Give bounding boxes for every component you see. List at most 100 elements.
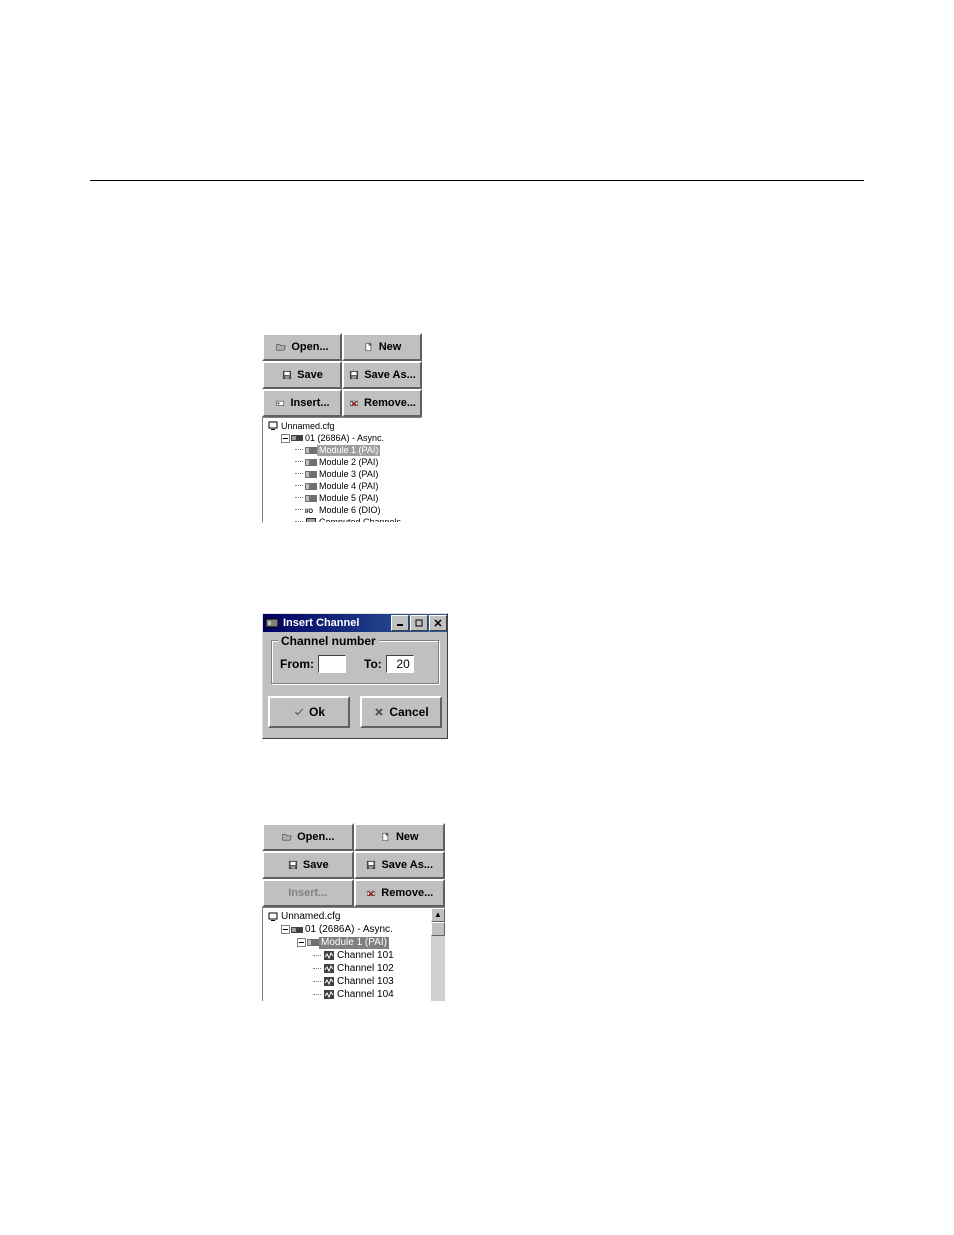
tree-device[interactable]: 01 (2686A) - Async. (265, 432, 421, 444)
close-button[interactable] (429, 615, 447, 631)
remove-button-label: Remove... (381, 887, 433, 899)
open-button[interactable]: Open... (262, 333, 342, 361)
tree-item-label: Module 4 (PAI) (317, 481, 378, 492)
tree-channel[interactable]: Channel 101 (265, 949, 445, 962)
cancel-x-icon (373, 707, 385, 717)
to-input[interactable] (386, 655, 414, 673)
tree-item-label: Module 6 (DIO) (317, 505, 381, 516)
new-button[interactable]: New (354, 823, 446, 851)
tree-item[interactable]: Module 4 (PAI) (265, 480, 421, 492)
scroll-thumb[interactable] (431, 922, 445, 936)
maximize-button[interactable] (410, 615, 428, 631)
ok-button-label: Ok (309, 705, 325, 719)
ok-button[interactable]: Ok (268, 696, 350, 728)
new-file-icon (380, 832, 392, 842)
insert-button-label: Insert... (288, 887, 327, 899)
page: Open... New Save Save As... Insert... (0, 0, 954, 1235)
tree-channel-label: Channel 102 (335, 963, 394, 975)
minus-box-icon[interactable] (279, 925, 291, 934)
insert-button[interactable]: Insert... (262, 389, 342, 417)
tree-item[interactable]: Module 2 (PAI) (265, 456, 421, 468)
tree-channel[interactable]: Channel 102 (265, 962, 445, 975)
dialog-titlebar[interactable]: Insert Channel (263, 614, 447, 632)
cancel-button[interactable]: Cancel (360, 696, 442, 728)
open-folder-icon (281, 832, 293, 842)
from-input[interactable] (318, 655, 346, 673)
scroll-up-button[interactable]: ▲ (431, 908, 445, 922)
tree-module-label: Module 1 (PAI) (319, 937, 389, 949)
config-panel-bottom: Open... New Save Save As... Insert... (262, 823, 445, 1000)
tree-device[interactable]: 01 (2686A) - Async. (265, 923, 445, 936)
tree-channel[interactable]: Channel 103 (265, 975, 445, 988)
remove-button-label: Remove... (364, 397, 416, 409)
save-button-label: Save (297, 369, 323, 381)
open-folder-icon (275, 342, 287, 352)
tree-root[interactable]: Unnamed.cfg (265, 910, 445, 923)
remove-icon (348, 398, 360, 408)
remove-button[interactable]: Remove... (342, 389, 422, 417)
computer-icon (267, 421, 279, 431)
saveas-button[interactable]: Save As... (354, 851, 446, 879)
tree-channel-label: Channel 101 (335, 950, 394, 962)
module-icon (305, 483, 317, 490)
new-file-icon (363, 342, 375, 352)
scrollbar[interactable]: ▲ (431, 908, 445, 1001)
channel-icon (323, 977, 335, 986)
saveas-button[interactable]: Save As... (342, 361, 422, 389)
computer-icon (267, 912, 279, 922)
dialog-title-text: Insert Channel (283, 617, 390, 629)
insert-icon (274, 398, 286, 408)
tree-item[interactable]: Module 3 (PAI) (265, 468, 421, 480)
module-icon (305, 447, 317, 454)
saveas-button-label: Save As... (364, 369, 416, 381)
minimize-button[interactable] (391, 615, 409, 631)
channel-number-group: Channel number From: To: (271, 640, 439, 684)
remove-button[interactable]: Remove... (354, 879, 446, 907)
tree-root-label: Unnamed.cfg (279, 911, 340, 923)
open-button-label: Open... (297, 831, 334, 843)
tree-item[interactable]: Module 1 (PAI) (265, 444, 421, 456)
new-button-label: New (379, 341, 402, 353)
tree-item-label: Module 3 (PAI) (317, 469, 378, 480)
tree-item-label: Module 5 (PAI) (317, 493, 378, 504)
group-legend: Channel number (278, 634, 379, 648)
tree-item[interactable]: I/O Module 6 (DIO) (265, 504, 421, 516)
config-panel-top: Open... New Save Save As... Insert... (262, 333, 422, 513)
device-icon (291, 926, 303, 934)
tree-root[interactable]: Unnamed.cfg (265, 420, 421, 432)
to-label: To: (364, 657, 382, 671)
tree-channel-label: Channel 103 (335, 976, 394, 988)
save-button[interactable]: Save (262, 851, 354, 879)
config-tree-expanded[interactable]: Unnamed.cfg 01 (2686A) - Async. Module 1… (262, 907, 445, 1001)
minus-box-icon[interactable] (295, 938, 307, 947)
insert-button: Insert... (262, 879, 354, 907)
module-icon (307, 939, 319, 946)
save-button-label: Save (303, 859, 329, 871)
tree-item[interactable]: Computed Channels (265, 516, 421, 523)
svg-text:I/O: I/O (305, 509, 313, 514)
dio-icon: I/O (305, 507, 317, 514)
cancel-button-label: Cancel (389, 705, 428, 719)
open-button-label: Open... (291, 341, 328, 353)
insert-button-label: Insert... (290, 397, 329, 409)
tree-item-label: Module 1 (PAI) (317, 445, 380, 456)
config-tree[interactable]: Unnamed.cfg 01 (2686A) - Async. Module 1… (262, 417, 422, 523)
open-button[interactable]: Open... (262, 823, 354, 851)
tree-root-label: Unnamed.cfg (279, 421, 335, 432)
tree-device-label: 01 (2686A) - Async. (303, 924, 393, 936)
floppy-saveas-icon (348, 370, 360, 380)
tree-item[interactable]: Module 5 (PAI) (265, 492, 421, 504)
channel-icon (323, 990, 335, 999)
module-icon (305, 471, 317, 478)
new-button[interactable]: New (342, 333, 422, 361)
module-icon (305, 459, 317, 466)
floppy-saveas-icon (365, 860, 377, 870)
save-button[interactable]: Save (262, 361, 342, 389)
minus-box-icon[interactable] (279, 434, 291, 443)
tree-module[interactable]: Module 1 (PAI) (265, 936, 445, 949)
tree-item-label: Module 2 (PAI) (317, 457, 378, 468)
channel-icon (323, 951, 335, 960)
insert-channel-dialog: Insert Channel Channel number From: To: … (262, 613, 448, 739)
from-label: From: (280, 657, 314, 671)
tree-channel[interactable]: Channel 104 (265, 988, 445, 1001)
